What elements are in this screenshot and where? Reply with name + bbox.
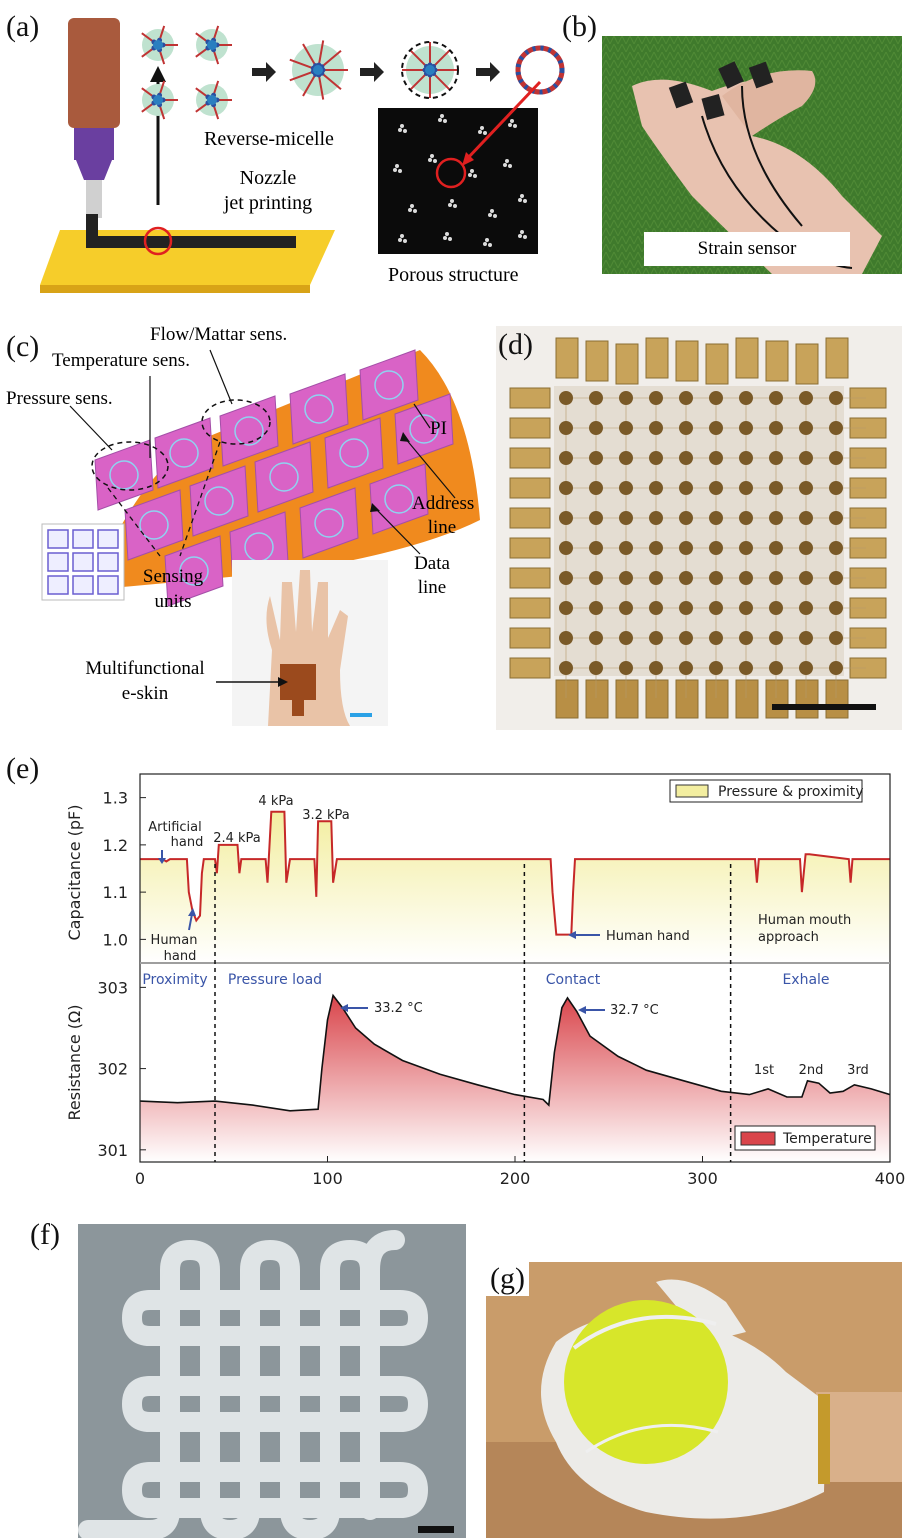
annot-artificial-1: Artificial (148, 820, 201, 835)
scale-bar (418, 1526, 454, 1533)
phase-label-0: Proximity (142, 972, 207, 988)
address-line-text-1: Address (412, 493, 475, 514)
data-line-text-2: line (417, 577, 447, 598)
annot-4kpa: 4 kPa (258, 794, 293, 809)
annot-human-1: Human (151, 933, 198, 948)
reverse-micelle-text: Reverse-micelle (204, 128, 334, 150)
panel-g-label-box: (g) (486, 1262, 529, 1296)
panel-e-label: (e) (6, 752, 40, 785)
annot-exhale-2: 2nd (799, 1063, 824, 1078)
panel-c-label: (c) (6, 330, 40, 363)
x-tick-label: 300 (687, 1169, 718, 1188)
panel-a-label: (a) (6, 10, 40, 43)
panel-d: (d) (496, 326, 902, 730)
y-tick-label-bottom: 302 (97, 1060, 128, 1079)
eskin-text-1: Multifunctional (85, 658, 205, 679)
phase-label-3: Exhale (782, 972, 829, 988)
strain-sensor-caption: Strain sensor (697, 238, 797, 259)
annot-3.2kpa: 3.2 kPa (302, 808, 350, 823)
annot-peak-1: 33.2 °C (374, 1001, 423, 1016)
y-tick-label-bottom: 301 (97, 1141, 128, 1160)
annot-human-hand: Human hand (606, 929, 690, 944)
pressure-sensor-text: Pressure sens. (6, 388, 113, 409)
panel-a-illustration (40, 18, 565, 293)
capacitance-area (140, 811, 890, 963)
sensing-units-text: Sensing units (128, 564, 218, 614)
pi-text: PI (430, 418, 447, 439)
y-tick-label-top: 1.2 (103, 836, 128, 855)
eskin-text-2: e-skin (121, 683, 169, 704)
y-tick-label-top: 1.3 (103, 789, 128, 808)
porous-image (378, 108, 538, 254)
legend-top-box (669, 779, 863, 803)
annot-mouth-2: approach (758, 930, 819, 945)
porous-structure-text: Porous structure (388, 264, 519, 286)
nozzle-icon (68, 18, 120, 218)
capacitance-line (140, 810, 890, 936)
nozzle-text-line1: Nozzle (239, 167, 297, 189)
sensing-units-text-2: units (154, 591, 192, 612)
sensing-units-text-1: Sensing (142, 566, 204, 587)
y-tick-label-bottom: 303 (97, 978, 128, 997)
legend-top-text: Pressure & proximity (718, 784, 864, 800)
x-tick-label: 0 (135, 1169, 145, 1188)
panel-b: Strain sensor (b) (562, 10, 902, 274)
panel-f: (f) (0, 1210, 470, 1538)
x-tick-label: 200 (500, 1169, 531, 1188)
substrate-icon (40, 214, 335, 293)
panel-d-label: (d) (498, 328, 533, 361)
annot-artificial-2: hand (171, 835, 204, 850)
legend-top-swatch (675, 784, 709, 798)
panel-e: (e) 1.0 1.1 1.2 1.3 301 302 303 0 100 200 300 400 Ca… (0, 752, 907, 1192)
panel-f-label: (f) (30, 1218, 60, 1251)
phase-label-1: Pressure load (228, 972, 322, 988)
y-tick-label-top: 1.1 (103, 883, 128, 902)
temperature-sensor-text: Temperature sens. (52, 350, 190, 371)
annot-exhale-1: 1st (754, 1063, 774, 1078)
resistance-line (140, 993, 890, 1112)
eskin-text: Multifunctional e-skin (70, 656, 220, 706)
x-tick-label: 100 (312, 1169, 343, 1188)
y-tick-label-top: 1.0 (103, 930, 128, 949)
micelle-icons (141, 25, 565, 120)
resistance-area (140, 995, 890, 1162)
panel-c: (c) Flow/Mattar sens. Temperature sens. … (0, 320, 492, 730)
sem-image (78, 1224, 466, 1538)
annot-2.4kpa: 2.4 kPa (213, 831, 261, 846)
nozzle-text-line2: jet printing (223, 192, 313, 214)
annot-human-2: hand (164, 949, 197, 964)
x-tick-label: 400 (875, 1169, 906, 1188)
legend-bottom-text: Temperature (782, 1131, 872, 1147)
y-axis-label-bottom: Resistance (Ω) (65, 1004, 84, 1120)
panel-a: (a) Reverse-micelle (0, 0, 600, 295)
panel-b-label: (b) (562, 10, 597, 43)
annot-mouth-1: Human mouth (758, 913, 851, 928)
wrist-band (818, 1394, 830, 1484)
capacitance-resistance-chart: 1.0 1.1 1.2 1.3 301 302 303 0 100 200 300 400 Capaci… (65, 773, 906, 1188)
strain-sensor-photo (602, 36, 902, 274)
eskin-illustration (41, 349, 480, 726)
address-line-text-2: line (427, 517, 457, 538)
tennis-ball (564, 1300, 728, 1464)
panel-g: (g) (486, 1262, 902, 1538)
data-line-text-1: Data (414, 553, 450, 574)
legend-bottom-swatch (740, 1131, 776, 1146)
data-line-text: Data line (402, 552, 462, 600)
printed-structure (78, 1230, 428, 1538)
robot-hand-photo (486, 1262, 902, 1538)
annot-peak-2: 32.7 °C (610, 1003, 659, 1018)
annot-exhale-3: 3rd (847, 1063, 869, 1078)
nozzle-text: Nozzle jet printing (198, 166, 338, 216)
scale-bar (772, 704, 876, 710)
electrode-array-photo (496, 326, 902, 730)
forearm (816, 1392, 902, 1482)
flow-sensor-text: Flow/Mattar sens. (150, 324, 288, 345)
y-axis-label-top: Capacitance (pF) (65, 805, 84, 941)
phase-label-2: Contact (546, 972, 601, 988)
address-line-text: Address line (412, 492, 475, 540)
panel-g-label: (g) (490, 1262, 525, 1295)
